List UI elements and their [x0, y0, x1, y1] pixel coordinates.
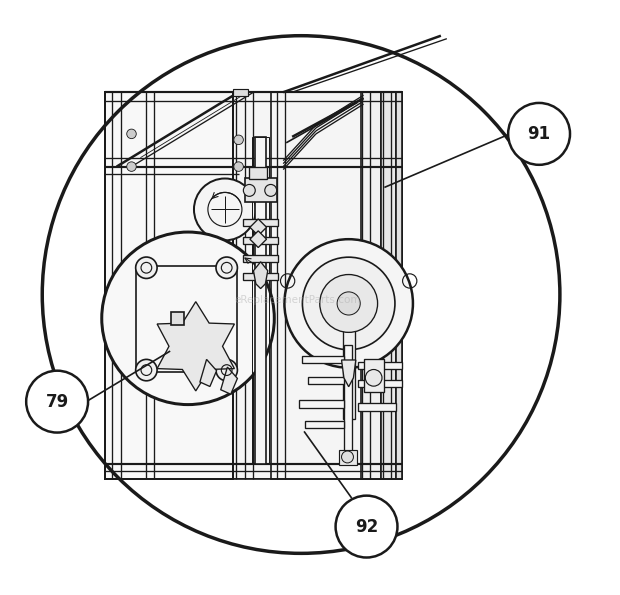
Circle shape [303, 257, 395, 350]
Circle shape [136, 359, 157, 381]
Circle shape [102, 232, 274, 405]
Polygon shape [342, 360, 356, 387]
Circle shape [508, 103, 570, 165]
Bar [255, 137, 266, 464]
Bar [244, 255, 278, 262]
Bar [363, 359, 384, 392]
Circle shape [126, 129, 136, 139]
Bar [299, 400, 344, 408]
Circle shape [26, 371, 88, 433]
Bar [343, 303, 355, 419]
Bar [244, 219, 278, 226]
Circle shape [126, 162, 136, 171]
Circle shape [320, 274, 378, 333]
Text: 79: 79 [45, 393, 69, 411]
Circle shape [365, 369, 382, 386]
Circle shape [335, 496, 397, 558]
Bar [244, 178, 277, 202]
Bar [303, 356, 344, 363]
Circle shape [234, 162, 244, 171]
Circle shape [244, 184, 255, 196]
Bar [339, 450, 357, 465]
Bar [136, 266, 237, 372]
Bar [252, 137, 269, 464]
Bar [396, 92, 402, 479]
Bar [105, 92, 232, 479]
Bar [344, 345, 352, 464]
Bar [249, 167, 267, 178]
Bar [305, 421, 344, 428]
Bar [232, 89, 247, 96]
Bar [358, 403, 396, 411]
Bar [105, 92, 402, 479]
Circle shape [337, 292, 360, 315]
Bar [361, 92, 381, 479]
Bar [105, 92, 131, 479]
Bar [244, 273, 278, 280]
Polygon shape [254, 262, 268, 289]
Polygon shape [250, 219, 267, 236]
Bar [272, 92, 402, 479]
Bar [131, 92, 148, 479]
Circle shape [194, 178, 256, 240]
Circle shape [216, 359, 237, 381]
Bar [308, 377, 344, 384]
Polygon shape [250, 231, 267, 248]
Polygon shape [157, 302, 234, 391]
Bar [381, 92, 396, 479]
Bar [358, 380, 402, 387]
Circle shape [136, 257, 157, 278]
Text: 92: 92 [355, 518, 378, 536]
Circle shape [285, 239, 413, 368]
Bar [171, 312, 185, 325]
Circle shape [342, 451, 353, 463]
Polygon shape [221, 367, 237, 394]
Circle shape [216, 257, 237, 278]
Circle shape [265, 184, 277, 196]
Polygon shape [200, 359, 216, 387]
Text: eReplacementParts.com: eReplacementParts.com [235, 296, 361, 305]
Circle shape [234, 135, 244, 145]
Bar [244, 237, 278, 244]
Bar [358, 362, 402, 369]
Text: 91: 91 [528, 125, 551, 143]
